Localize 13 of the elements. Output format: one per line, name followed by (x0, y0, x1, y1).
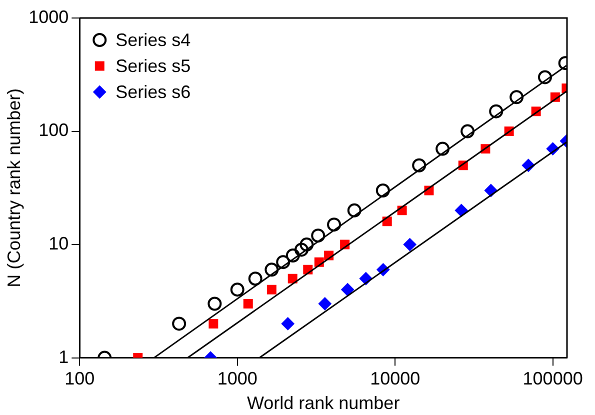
x-tick-label: 100000 (522, 368, 583, 389)
y-tick-label: 1000 (28, 6, 69, 27)
y-tick-label: 10 (48, 234, 69, 254)
legend-label: Series s6 (116, 82, 191, 102)
y-tick-label: 100 (38, 120, 69, 140)
y-tick-label: 1 (58, 346, 69, 367)
x-axis-title: World rank number (246, 393, 400, 414)
x-tick-label: 10000 (370, 368, 420, 389)
y-axis-title: N (Country rank number) (4, 88, 24, 288)
x-tick-label: 100 (64, 368, 95, 389)
legend-label: Series s4 (116, 30, 191, 50)
legend-label: Series s5 (116, 56, 191, 76)
x-tick-label: 1000 (217, 368, 258, 389)
